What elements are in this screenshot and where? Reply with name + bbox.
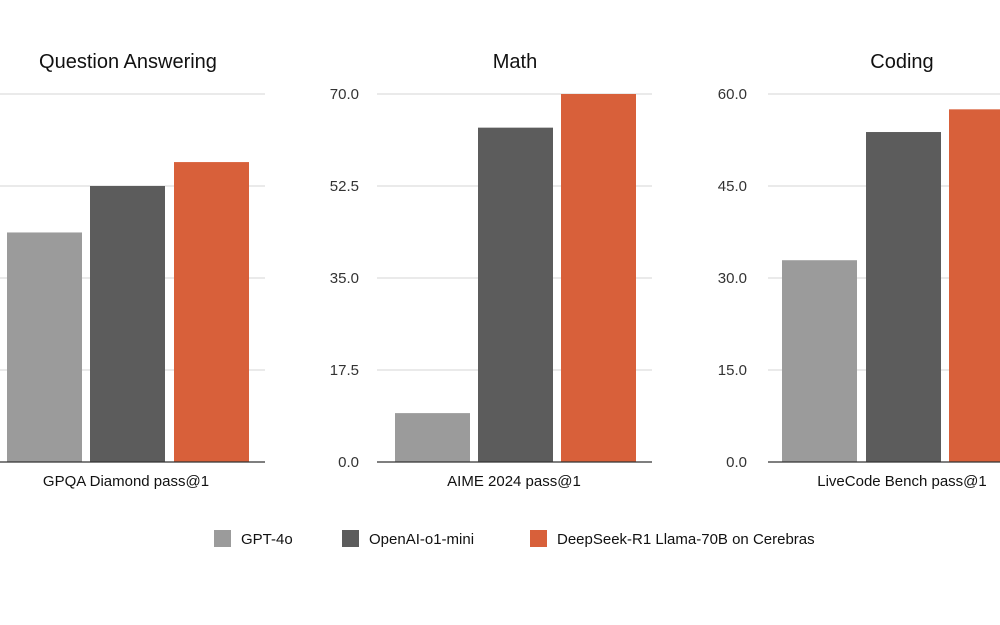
legend-swatch — [342, 530, 359, 547]
y-tick-label: 45.0 — [718, 178, 747, 195]
legend-item: OpenAI-o1-mini — [342, 530, 474, 548]
bar-deepseek-r1-llama-70b-on-cerebras — [949, 109, 1000, 462]
y-tick-label: 17.5 — [330, 362, 359, 379]
x-axis-label: AIME 2024 pass@1 — [447, 473, 581, 490]
y-tick-label: 52.5 — [330, 178, 359, 195]
legend-label: DeepSeek-R1 Llama-70B on Cerebras — [557, 531, 815, 548]
bar-openai-o1-mini — [866, 132, 941, 462]
bar-deepseek-r1-llama-70b-on-cerebras — [174, 162, 249, 462]
legend-label: OpenAI-o1-mini — [369, 531, 474, 548]
chart-panel-2: 0.0 17.5 35.0 52.5 70.0 Math AIME 2024 pass@1 — [330, 51, 652, 490]
chart-panel-1: Question Answering GPQA Diamond pass@1 — [0, 51, 265, 490]
legend: GPT-4o OpenAI-o1-mini DeepSeek-R1 Llama-70… — [214, 530, 815, 548]
bar-openai-o1-mini — [90, 186, 165, 462]
y-tick-label: 30.0 — [718, 270, 747, 287]
x-axis-label: GPQA Diamond pass@1 — [43, 473, 209, 490]
bar-gpt-4o — [395, 413, 470, 462]
chart-title: Math — [493, 51, 537, 73]
legend-label: GPT-4o — [241, 531, 293, 548]
y-tick-label: 0.0 — [338, 454, 359, 471]
y-tick-label: 15.0 — [718, 362, 747, 379]
x-axis-label: LiveCode Bench pass@1 — [817, 473, 987, 490]
bar-gpt-4o — [782, 260, 857, 462]
bar-openai-o1-mini — [478, 127, 553, 462]
legend-swatch — [530, 530, 547, 547]
y-tick-label: 0.0 — [726, 454, 747, 471]
y-tick-label: 35.0 — [330, 270, 359, 287]
y-tick-label: 60.0 — [718, 86, 747, 103]
legend-item: DeepSeek-R1 Llama-70B on Cerebras — [530, 530, 815, 548]
bar-gpt-4o — [7, 232, 82, 462]
legend-item: GPT-4o — [214, 530, 293, 548]
legend-swatch — [214, 530, 231, 547]
y-tick-label: 70.0 — [330, 86, 359, 103]
chart-title: Question Answering — [39, 51, 217, 73]
chart-title: Coding — [870, 51, 933, 73]
chart-panel-3: 0.0 15.0 30.0 45.0 60.0 Coding LiveCode Bench … — [718, 51, 1000, 490]
bar-deepseek-r1-llama-70b-on-cerebras — [561, 94, 636, 462]
